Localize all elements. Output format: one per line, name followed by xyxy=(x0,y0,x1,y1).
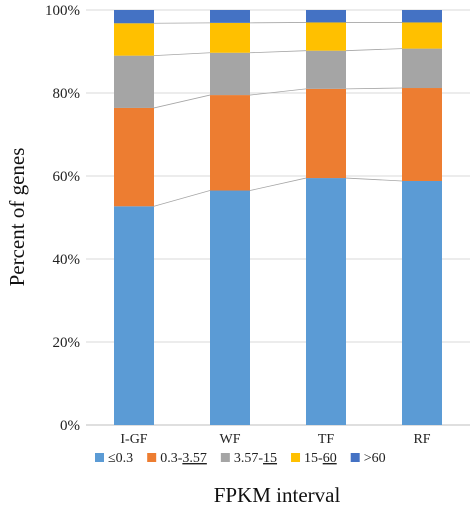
y-tick-label: 80% xyxy=(53,86,81,102)
y-tick-label: 20% xyxy=(53,335,81,351)
bar-segment xyxy=(210,52,250,96)
bar-segment xyxy=(402,10,442,23)
bar-segment xyxy=(306,10,346,23)
x-tick-label: TF xyxy=(318,432,335,447)
bar-segment xyxy=(402,88,442,181)
series-line xyxy=(249,88,307,96)
series-line xyxy=(345,87,403,90)
series-line xyxy=(153,52,211,57)
legend-swatch xyxy=(291,453,301,462)
legend: ≤0.3 0.3-3.57 3.57-15 15-60 >60 xyxy=(95,451,386,466)
bar-segment xyxy=(114,10,154,24)
bar-segment xyxy=(306,178,346,425)
y-axis-label: Percent of genes xyxy=(5,148,29,287)
bar-segment xyxy=(114,206,154,425)
bars xyxy=(114,10,442,425)
bar-segment xyxy=(114,55,154,108)
legend-label: 15-60 xyxy=(304,451,337,466)
legend-label: >60 xyxy=(364,451,386,466)
x-axis-label: FPKM interval xyxy=(214,483,341,507)
y-tick-label: 0% xyxy=(60,418,80,434)
bar-segment xyxy=(210,95,250,191)
y-tick-label: 60% xyxy=(53,169,81,185)
bar-segment xyxy=(402,22,442,49)
x-tick-label: RF xyxy=(413,432,430,447)
series-line xyxy=(249,177,307,191)
series-line xyxy=(153,190,211,207)
bar-segment xyxy=(210,10,250,23)
bar-segment xyxy=(306,22,346,51)
y-tick-label: 100% xyxy=(45,3,80,19)
legend-swatch xyxy=(350,453,360,462)
bar-segment xyxy=(402,48,442,89)
legend-label: ≤0.3 xyxy=(108,451,133,466)
bar-segment xyxy=(210,190,250,425)
series-line xyxy=(345,48,403,52)
y-tick-label: 40% xyxy=(53,252,81,268)
legend-swatch xyxy=(147,453,157,462)
legend-label: 3.57-15 xyxy=(234,451,277,466)
bar-segment xyxy=(306,88,346,179)
x-tick-label: I-GF xyxy=(120,432,147,447)
x-tick-labels: I-GF WF TF RF xyxy=(120,432,430,447)
legend-label: 0.3-3.57 xyxy=(160,451,207,466)
bar-segment xyxy=(402,180,442,425)
series-lines xyxy=(153,22,403,207)
series-line xyxy=(153,94,211,109)
bar-segment xyxy=(306,50,346,89)
legend-swatch xyxy=(220,453,230,462)
bar-segment xyxy=(114,107,154,207)
bar-segment xyxy=(114,23,154,56)
bar-segment xyxy=(210,22,250,53)
x-tick-label: WF xyxy=(220,432,241,447)
y-tick-labels: 0% 20% 40% 60% 80% 100% xyxy=(45,3,80,434)
legend-swatch xyxy=(95,453,104,462)
series-line xyxy=(345,177,403,182)
series-line xyxy=(249,50,307,54)
